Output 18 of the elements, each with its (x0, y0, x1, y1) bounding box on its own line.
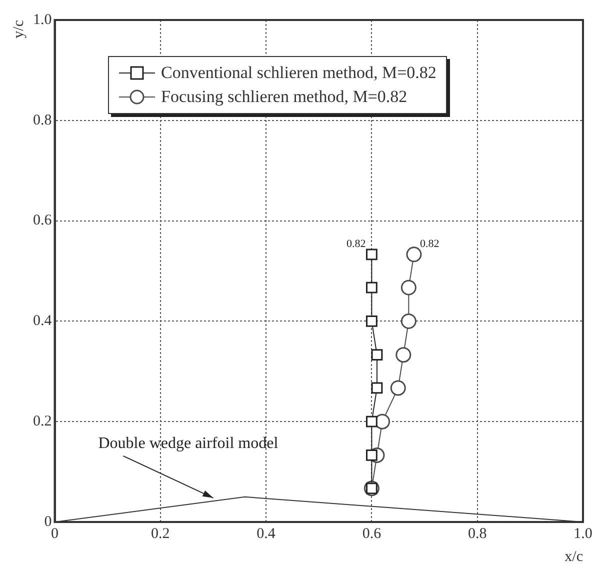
x-tick-label: 0.2 (151, 526, 170, 542)
legend-label: Conventional schlieren method, M=0.82 (161, 62, 436, 84)
legend-label: Focusing schlieren method, M=0.82 (161, 86, 408, 108)
x-tick-label: 1.0 (574, 526, 592, 542)
x-tick-label: 0.4 (256, 526, 276, 542)
y-tick-label: 0.8 (33, 112, 52, 128)
annotation: Double wedge airfoil model (98, 435, 279, 452)
y-tick-label: 1.0 (33, 12, 52, 28)
y-tick-label: 0 (44, 514, 52, 530)
annotation: 0.82 (420, 238, 440, 250)
y-tick-label: 0.6 (33, 212, 52, 229)
y-tick-label: 0.4 (33, 313, 52, 330)
x-axis-title: x/c (564, 548, 584, 565)
y-tick-label: 0.2 (33, 414, 52, 430)
x-tick-label: 0.8 (468, 526, 487, 542)
y-axis-title: y/c (10, 20, 27, 38)
x-tick-label: 0.6 (362, 526, 382, 542)
annotation: 0.82 (346, 238, 366, 250)
